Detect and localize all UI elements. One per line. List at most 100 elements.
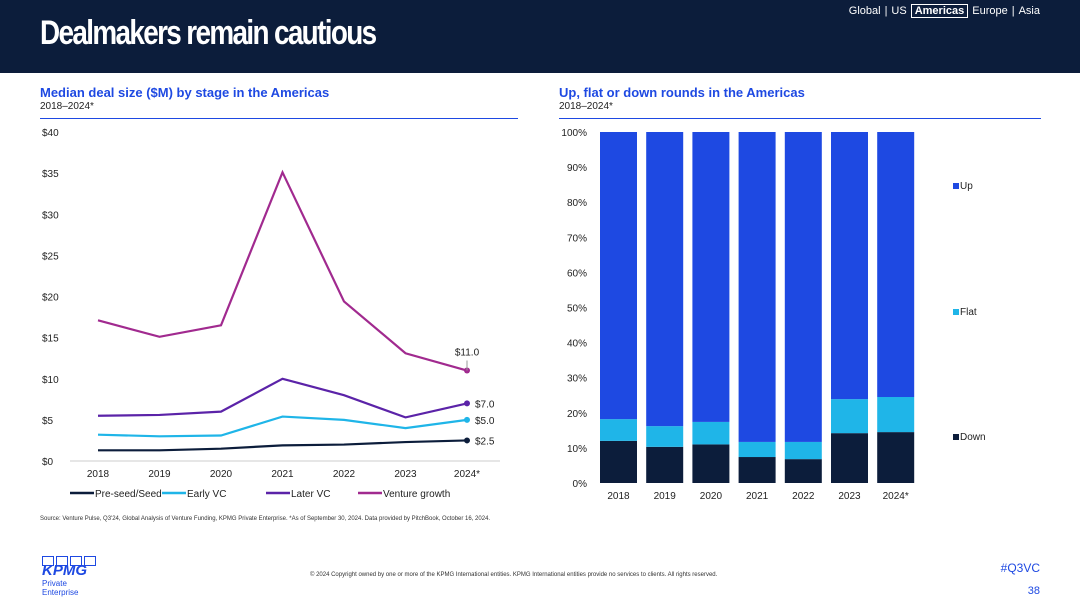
legend-label: Later VC <box>291 489 330 500</box>
legend-label: Down <box>960 432 986 443</box>
y-tick-label: 20% <box>567 409 587 420</box>
nav-us[interactable]: US <box>891 5 907 17</box>
y-tick-label: $40 <box>42 128 59 139</box>
bar-segment-down <box>877 432 915 483</box>
series-line-later-vc <box>97 377 468 419</box>
end-value-label: $11.0 <box>455 348 480 359</box>
end-point-marker <box>464 416 470 423</box>
divider <box>40 118 518 119</box>
end-value-label: $5.0 <box>475 416 495 427</box>
series-line-early-vc <box>97 415 468 438</box>
y-tick-label: $0 <box>42 457 54 468</box>
line-chart-title: Median deal size ($M) by stage in the Am… <box>40 85 330 100</box>
bar-chart-title: Up, flat or down rounds in the Americas <box>559 85 805 100</box>
bar-segment-flat <box>600 419 637 441</box>
bar-segment-up <box>784 132 822 442</box>
nav-global[interactable]: Global <box>848 5 881 17</box>
hashtag: #Q3VC <box>1000 561 1040 575</box>
nav-sep: | <box>884 5 888 17</box>
copyright: © 2024 Copyright owned by one or more of… <box>310 572 718 578</box>
y-tick-label: 100% <box>561 128 587 139</box>
y-tick-label: 30% <box>567 374 587 385</box>
x-tick-label: 2024* <box>454 469 480 480</box>
bar-segment-up <box>692 132 730 422</box>
bar-segment-flat <box>692 421 730 445</box>
end-point-marker <box>464 400 470 407</box>
bar-segment-up <box>831 132 868 400</box>
x-tick-label: 2018 <box>87 469 110 480</box>
bar-segment-up <box>877 132 915 398</box>
bar-chart: 0% 10% 20% 30% 40% 50% 60% 70% 80% 90% 100% 2018 201… <box>561 128 986 502</box>
y-tick-label: $10 <box>42 375 59 386</box>
legend-swatch <box>953 183 959 189</box>
legend-swatch <box>953 309 959 315</box>
x-tick-label: 2020 <box>210 469 233 480</box>
series-line-venture-growth <box>97 169 468 372</box>
x-tick-label: 2020 <box>700 491 723 502</box>
header: Dealmakers remain cautious Global | US A… <box>0 0 1080 73</box>
legend-label: Flat <box>960 307 977 318</box>
x-tick-label: 2022 <box>792 491 815 502</box>
divider <box>559 118 1041 119</box>
y-tick-label: $20 <box>42 293 59 304</box>
y-tick-label: 10% <box>567 444 587 455</box>
end-value-label: $7.0 <box>475 399 495 410</box>
bar-segment-flat <box>646 426 684 447</box>
legend-swatch <box>953 434 959 440</box>
x-tick-label: 2021 <box>746 491 769 502</box>
bar-segment-down <box>646 446 684 483</box>
region-nav: Global | US Americas Europe | Asia <box>849 4 1040 18</box>
bar-segment-flat <box>877 397 915 433</box>
nav-americas[interactable]: Americas <box>910 4 969 18</box>
y-tick-label: 0% <box>573 479 588 490</box>
logo-subtext: Private Enterprise <box>42 579 79 597</box>
bar-segment-down <box>784 459 822 483</box>
y-tick-label: $30 <box>42 210 59 221</box>
line-chart: $0 $5 $10 $15 $20 $25 $30 $35 $40 2018 2019 2020 202… <box>42 128 500 500</box>
bar-segment-up <box>738 132 776 442</box>
x-tick-label: 2018 <box>607 491 630 502</box>
end-value-label: $2.5 <box>475 436 495 447</box>
y-tick-label: 50% <box>567 304 587 315</box>
bar-segment-down <box>831 433 868 483</box>
x-tick-label: 2019 <box>148 469 171 480</box>
y-tick-label: 90% <box>567 163 587 174</box>
x-tick-label: 2023 <box>394 469 417 480</box>
x-tick-label: 2022 <box>333 469 356 480</box>
x-tick-label: 2023 <box>838 491 861 502</box>
legend-label: Up <box>960 181 973 192</box>
nav-europe[interactable]: Europe <box>972 5 1008 17</box>
bar-segment-flat <box>831 399 868 434</box>
bar-segment-up <box>646 132 684 427</box>
source-note: Source: Venture Pulse, Q3'24, Global Ana… <box>40 516 491 522</box>
legend-label: Venture growth <box>383 489 450 500</box>
nav-asia[interactable]: Asia <box>1018 5 1040 17</box>
y-tick-label: $15 <box>42 334 59 345</box>
bar-segment-down <box>692 444 730 483</box>
x-tick-label: 2021 <box>271 469 294 480</box>
end-point-marker <box>464 437 470 444</box>
logo-text: KPMG <box>42 562 87 579</box>
page-title: Dealmakers remain cautious <box>40 14 377 52</box>
legend-label: Pre-seed/Seed <box>95 489 162 500</box>
line-chart-subtitle: 2018–2024* <box>40 101 94 112</box>
y-tick-label: $25 <box>42 251 59 262</box>
y-tick-label: 60% <box>567 268 587 279</box>
bar-segment-flat <box>784 441 822 460</box>
kpmg-logo: KPMG Private Enterprise <box>42 556 98 597</box>
y-tick-label: 40% <box>567 339 587 350</box>
bar-segment-flat <box>738 441 776 458</box>
bar-segment-down <box>600 440 637 483</box>
bar-segment-up <box>600 132 637 420</box>
y-tick-label: $5 <box>42 416 54 427</box>
series-line-pre-seed-seed <box>98 439 468 452</box>
legend-label: Early VC <box>187 489 226 500</box>
y-tick-label: $35 <box>42 169 59 180</box>
bar-segment-down <box>738 457 776 483</box>
bar-chart-subtitle: 2018–2024* <box>559 101 613 112</box>
x-tick-label: 2019 <box>654 491 677 502</box>
y-tick-label: 70% <box>567 233 587 244</box>
y-tick-label: 80% <box>567 198 587 209</box>
x-tick-label: 2024* <box>883 491 909 502</box>
page-number: 38 <box>1027 585 1040 597</box>
